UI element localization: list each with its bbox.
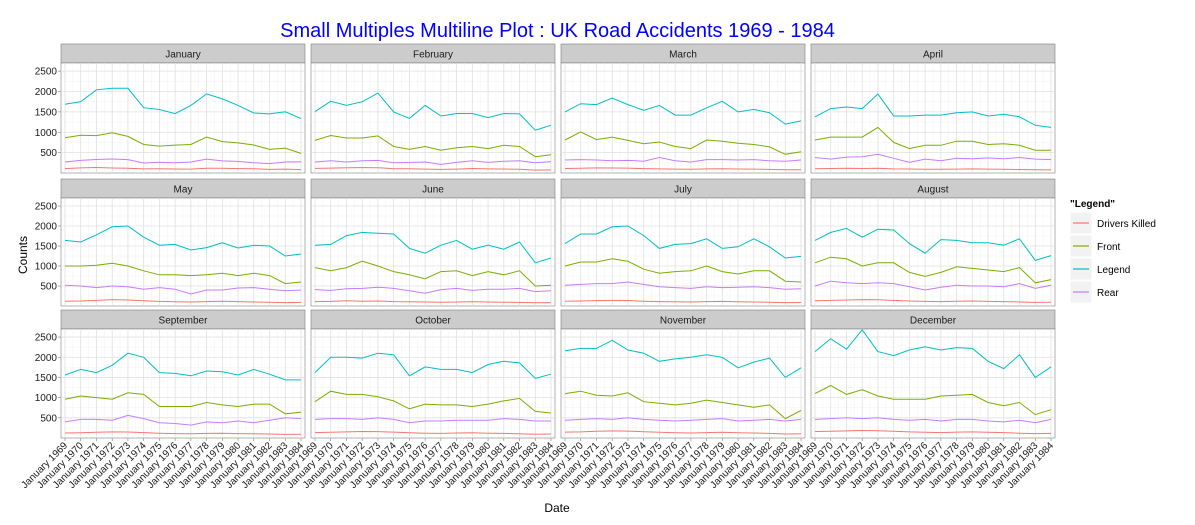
y-tick-label: 1000 xyxy=(35,393,58,404)
series-line-drivers-killed xyxy=(64,166,302,171)
panel-february: February xyxy=(310,43,556,174)
panel-april: April xyxy=(810,43,1056,174)
panel-june: June xyxy=(310,178,556,307)
panel-strip-label: July xyxy=(674,185,692,196)
series-line-drivers-killed xyxy=(564,299,802,304)
panel-strip-label: October xyxy=(415,316,451,327)
series-line-drivers-killed xyxy=(564,430,802,435)
series-line-drivers-killed xyxy=(314,430,552,435)
series-line-rear xyxy=(564,156,802,163)
x-axis-title: Date xyxy=(544,501,570,515)
series-line-front xyxy=(314,134,552,158)
legend-title: "Legend" xyxy=(1070,199,1115,210)
series-line-front xyxy=(564,258,802,283)
panel-july: July xyxy=(560,178,806,307)
y-axis-title: Counts xyxy=(16,236,30,274)
series-line-legend xyxy=(64,225,302,257)
legend-entry-label: Drivers Killed xyxy=(1097,219,1156,230)
series-line-rear xyxy=(314,286,552,294)
y-tick-label: 2000 xyxy=(35,353,58,364)
y-tick-label: 1500 xyxy=(35,373,58,384)
panel-strip-label: March xyxy=(669,50,697,61)
y-tick-label: 2500 xyxy=(35,333,58,344)
panel-august: August xyxy=(810,178,1056,307)
legend-entry-label: Front xyxy=(1097,242,1121,253)
series-line-legend xyxy=(314,231,552,264)
legend-entry-label: Rear xyxy=(1097,288,1119,299)
series-line-front xyxy=(814,126,1051,151)
series-line-front xyxy=(65,262,302,285)
series-line-drivers-killed xyxy=(814,167,1052,171)
series-line-front xyxy=(64,132,302,154)
series-line-rear xyxy=(814,417,1052,424)
series-line-legend xyxy=(564,225,802,259)
series-line-rear xyxy=(814,280,1052,291)
series-line-drivers-killed xyxy=(564,167,801,171)
chart-title: Small Multiples Multiline Plot : UK Road… xyxy=(280,20,835,42)
panel-strip-label: January xyxy=(165,50,201,61)
series-line-front xyxy=(64,392,302,415)
series-line-rear xyxy=(64,284,302,295)
panel-may: May 500 1000 1500 2000 2500 xyxy=(35,178,306,307)
panel-strip-label: September xyxy=(159,316,209,327)
series-line-front xyxy=(314,260,552,287)
series-line-rear xyxy=(314,159,552,165)
legend: "Legend" Drivers Killed Front Legend Rear xyxy=(1069,199,1156,304)
y-tick-label: 500 xyxy=(40,282,57,293)
legend-entry-label: Legend xyxy=(1097,265,1130,276)
series-line-drivers-killed xyxy=(64,299,302,304)
series-line-front xyxy=(314,390,552,414)
panel-strip-label: August xyxy=(917,185,948,196)
panel-strip-label: December xyxy=(910,316,957,327)
y-tick-label: 2500 xyxy=(35,67,58,78)
series-line-front xyxy=(564,131,802,155)
series-line-legend xyxy=(64,87,302,120)
series-line-legend xyxy=(64,352,301,381)
series-line-drivers-killed xyxy=(314,300,552,304)
series-line-drivers-killed xyxy=(814,299,1052,303)
series-line-legend xyxy=(814,227,1052,261)
series-line-drivers-killed xyxy=(814,429,1052,435)
series-line-front xyxy=(814,256,1052,284)
y-tick-label: 500 xyxy=(40,413,57,424)
panel-january: January 500 1000 1500 2000 2500 xyxy=(35,43,306,174)
series-line-rear xyxy=(564,417,802,422)
series-line-rear xyxy=(564,281,802,290)
y-tick-label: 1500 xyxy=(35,242,58,253)
panel-march: March xyxy=(560,43,806,174)
panel-strip-label: April xyxy=(923,50,943,61)
series-line-legend xyxy=(564,97,802,125)
y-tick-label: 2000 xyxy=(35,87,58,98)
series-line-rear xyxy=(814,153,1052,163)
series-line-rear xyxy=(64,414,302,426)
y-tick-label: 2000 xyxy=(35,222,58,233)
series-line-rear xyxy=(314,417,551,424)
series-line-legend xyxy=(814,328,1052,379)
panel-strip-label: February xyxy=(413,50,453,61)
y-tick-label: 1000 xyxy=(35,262,58,273)
y-tick-label: 500 xyxy=(40,148,57,159)
panel-strip-label: November xyxy=(660,316,707,327)
series-line-drivers-killed xyxy=(314,167,552,171)
series-line-front xyxy=(814,384,1052,416)
y-tick-label: 1000 xyxy=(35,128,58,139)
y-tick-label: 1500 xyxy=(35,107,58,118)
series-line-front xyxy=(564,390,802,420)
series-line-legend xyxy=(814,93,1052,128)
series-line-legend xyxy=(314,92,552,131)
panel-strip-label: May xyxy=(174,185,193,196)
panel-strip-label: June xyxy=(422,185,444,196)
series-line-legend xyxy=(314,352,552,379)
y-tick-label: 2500 xyxy=(35,202,58,213)
series-line-drivers-killed xyxy=(64,431,302,435)
series-line-rear xyxy=(64,158,302,165)
series-line-legend xyxy=(564,339,802,379)
